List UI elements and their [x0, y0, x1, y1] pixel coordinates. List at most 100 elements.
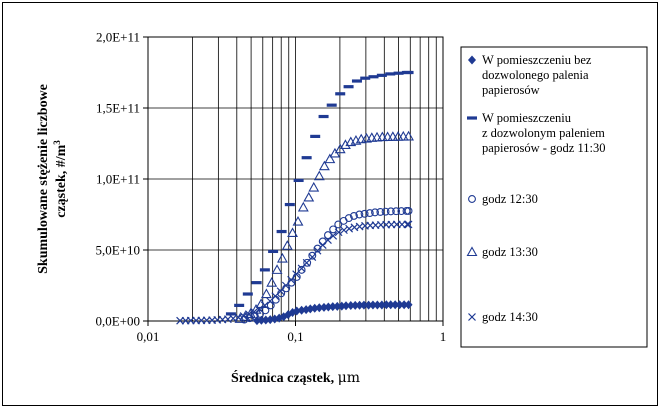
y-tick-label: 0,0E+00 [95, 314, 140, 329]
y-axis-title-line1: Skumulowane stężenie liczbowe [36, 84, 51, 274]
data-point [334, 228, 343, 237]
data-point [318, 237, 327, 246]
legend-label: papierosów - godz 11:30 [482, 141, 605, 155]
x-axis-title: Średnica cząstek, μm [231, 369, 360, 386]
data-point [242, 292, 253, 296]
data-point [292, 306, 301, 316]
y-tick-label: 1,0E+11 [96, 172, 140, 187]
data-point [333, 301, 342, 311]
data-point [403, 220, 412, 229]
data-point [324, 236, 332, 244]
data-point [403, 130, 414, 141]
legend [460, 46, 648, 348]
data-point [382, 300, 391, 310]
data-point [310, 134, 321, 138]
legend-label: dozwolonego palenia [482, 68, 589, 82]
data-point [176, 316, 185, 325]
data-point [381, 207, 390, 216]
data-point [310, 303, 319, 313]
legend-marker [468, 195, 476, 203]
series-1 [252, 300, 413, 326]
data-point [360, 209, 369, 218]
data-point [365, 209, 374, 218]
data-point [351, 300, 360, 310]
data-point [404, 220, 413, 229]
data-point [276, 229, 287, 234]
data-point [386, 300, 395, 310]
data-point [404, 207, 413, 215]
data-point [376, 131, 388, 142]
data-point [344, 214, 353, 223]
data-point [284, 202, 295, 207]
data-point [315, 303, 324, 313]
y-axis-title-line2: cząstek, #/m3 [52, 140, 69, 218]
data-point [393, 71, 404, 75]
data-point [318, 114, 329, 119]
data-point [324, 231, 332, 240]
data-series [176, 70, 414, 326]
data-point [373, 300, 382, 310]
data-point [303, 191, 315, 202]
data-point [371, 208, 379, 217]
data-point [339, 139, 351, 149]
data-point [382, 131, 394, 142]
series-2 [225, 70, 414, 316]
legend-entry-3: godz 12:30 [468, 192, 538, 206]
legend-label: W pomieszczeniu [482, 111, 572, 125]
data-point [403, 70, 414, 75]
data-point [328, 302, 337, 312]
data-point [271, 264, 283, 274]
legend-label: godz 14:30 [482, 310, 538, 324]
legend-marker [466, 246, 478, 257]
legend-label: W pomieszczeniu bez [482, 53, 592, 67]
y-tick-label: 1,5E+11 [96, 101, 140, 116]
data-point [260, 288, 272, 299]
grid [148, 37, 443, 321]
data-point [345, 224, 354, 233]
data-point [239, 312, 248, 320]
data-point [308, 181, 320, 192]
data-point [376, 207, 385, 216]
chart-frame: 0,01 0,1 1 0,0E+00 5,0E+10 1,0E+11 1,5E+11 2,0… [2, 2, 658, 406]
legend-marker [468, 55, 476, 65]
data-point [326, 103, 337, 107]
data-point [308, 251, 317, 260]
data-point [359, 300, 368, 310]
data-point [351, 79, 362, 83]
data-point [342, 301, 351, 311]
data-point [234, 313, 243, 322]
legend-label: z dozwolonym paleniem [482, 126, 605, 140]
data-point [376, 73, 387, 77]
data-point [287, 227, 298, 238]
y-tick-label: 2,0E+11 [96, 30, 140, 45]
data-point [355, 300, 364, 310]
series-5 [176, 220, 413, 325]
chart-svg: 0,01 0,1 1 0,0E+00 5,0E+10 1,0E+11 1,5E+11 2,0… [36, 30, 648, 386]
data-point [268, 249, 279, 254]
data-point [292, 215, 304, 226]
data-point [387, 131, 399, 141]
legend-label: godz 12:30 [482, 192, 538, 206]
data-point [259, 268, 270, 272]
data-point [385, 72, 396, 76]
legend-marker [468, 313, 476, 321]
y-axis-ticks: 0,0E+00 5,0E+10 1,0E+11 1,5E+11 2,0E+11 [95, 30, 148, 329]
data-point [377, 300, 386, 310]
data-point [368, 75, 379, 79]
data-point [329, 231, 338, 240]
data-point [391, 300, 400, 310]
data-point [397, 130, 409, 141]
data-point [313, 244, 322, 253]
legend-entry-5: godz 14:30 [468, 310, 538, 324]
data-point [234, 303, 245, 307]
legend-entry-4: godz 13:30 [466, 245, 538, 259]
data-point [355, 210, 364, 219]
data-point [368, 300, 377, 310]
legend-label: godz 13:30 [482, 245, 538, 259]
data-point [400, 300, 409, 310]
data-point [349, 211, 358, 220]
data-point [340, 226, 348, 235]
data-point [334, 220, 343, 229]
